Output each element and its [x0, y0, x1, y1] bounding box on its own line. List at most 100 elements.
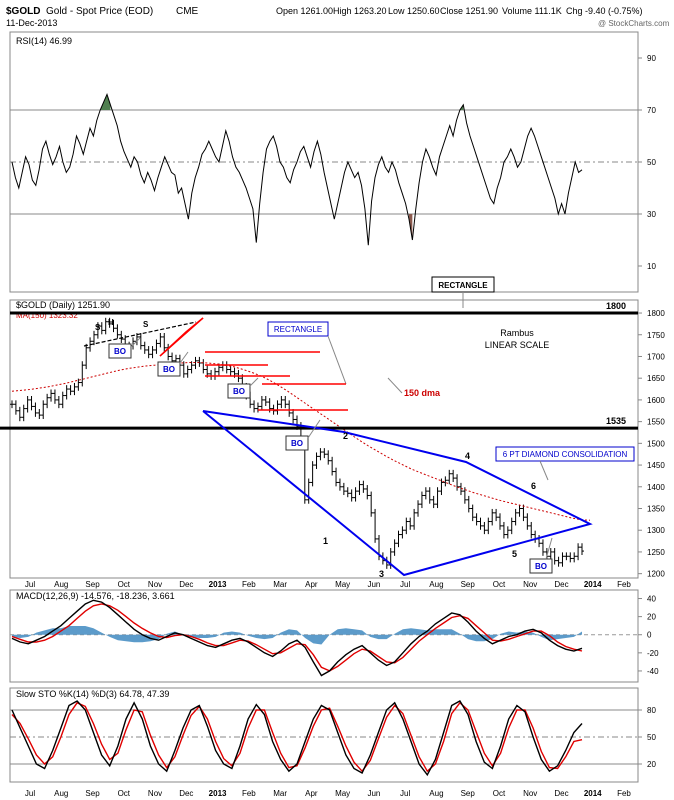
dma-label: 150 dma — [404, 388, 441, 398]
bo-callout-2: BO — [157, 351, 189, 377]
x-tick-price-3: Oct — [118, 580, 131, 589]
x-tick-price-11: Jun — [367, 580, 380, 589]
x-tick-sto-10: May — [335, 789, 350, 798]
macd-line — [11, 599, 583, 677]
bo-callout-3: BO — [227, 377, 259, 399]
x-tick-sto-6: 2013 — [209, 789, 227, 798]
svg-text:BO: BO — [233, 387, 245, 396]
y-tick-price-layer-0: 1200 — [647, 570, 665, 579]
y-tick-macd-layer-1: -20 — [647, 649, 659, 658]
point-4: 4 — [465, 451, 470, 461]
macd-panel-frame — [9, 589, 639, 683]
x-tick-price-8: Mar — [273, 580, 287, 589]
x-axis-sto: Jul Aug Sep Oct Nov Dec 2013 Feb Mar Apr May Jun Jul… — [25, 789, 632, 798]
bo-callout-4: BO — [285, 419, 321, 451]
price-plot: 1200 1250 1300 1350 1400 1450 1500 1550 1600 1650… — [10, 309, 665, 579]
x-tick-sto-18: 2014 — [584, 789, 602, 798]
hs-head: H — [108, 318, 114, 327]
x-tick-price-7: Feb — [242, 580, 256, 589]
y-tick-macd-layer-0: -40 — [647, 667, 659, 676]
point-2: 2 — [343, 431, 348, 441]
diamond-pointer — [539, 460, 549, 481]
y-tick-price-layer-8: 1600 — [647, 396, 665, 405]
x-tick-sto-17: Dec — [554, 789, 568, 798]
point-1: 1 — [323, 536, 328, 546]
header-high: High 1263.20 — [333, 6, 387, 16]
y-tick-price-layer-11: 1750 — [647, 331, 665, 340]
x-tick-sto-5: Dec — [179, 789, 193, 798]
rectangle-label: RECTANGLE — [438, 281, 488, 290]
rsi-title: RSI(14) 46.99 — [16, 36, 72, 46]
y-tick-macd-layer-3: 20 — [647, 613, 656, 622]
header-low: Low 1250.60 — [388, 6, 440, 16]
x-tick-price-16: Nov — [523, 580, 537, 589]
x-tick-price-0: Jul — [25, 580, 35, 589]
x-tick-sto-9: Apr — [305, 789, 318, 798]
diamond-box — [495, 446, 635, 462]
y-tick-sto-layer-0: 20 — [647, 760, 656, 769]
y-tick-price-layer-3: 1350 — [647, 505, 665, 514]
x-tick-sto-14: Sep — [461, 789, 476, 798]
x-tick-price-19: Feb — [617, 580, 631, 589]
x-tick-price-5: Dec — [179, 580, 193, 589]
bo-callout-1: BO — [108, 337, 141, 359]
x-tick-sto-1: Aug — [54, 789, 68, 798]
x-tick-price-10: May — [335, 580, 350, 589]
x-tick-price-15: Oct — [493, 580, 506, 589]
header-chg: Chg -9.40 (-0.75%) — [566, 6, 643, 16]
y-tick-macd-layer-2: 0 — [647, 631, 652, 640]
header-date: 11-Dec-2013 — [6, 18, 57, 28]
svg-text:BO: BO — [163, 365, 175, 374]
header-open: Open 1261.00 — [276, 6, 333, 16]
hs-right-shoulder: S — [143, 320, 149, 329]
y-tick-price-layer-1: 1250 — [647, 548, 665, 557]
x-tick-sto-12: Jul — [400, 789, 410, 798]
price-panel-frame — [9, 299, 639, 579]
x-tick-sto-8: Mar — [273, 789, 287, 798]
x-tick-price-13: Aug — [429, 580, 443, 589]
x-tick-sto-4: Nov — [148, 789, 162, 798]
sto-d-line — [11, 701, 583, 773]
x-tick-price-18: 2014 — [584, 580, 602, 589]
rambus-label: Rambus — [500, 328, 534, 338]
svg-text:BO: BO — [535, 562, 547, 571]
red-wedge-top — [159, 317, 204, 357]
y-tick-price-layer-4: 1400 — [647, 483, 665, 492]
point-5: 5 — [512, 549, 517, 559]
hs-left-shoulder: S — [95, 323, 101, 332]
level-label-1800: 1800 — [606, 301, 626, 311]
y-tick-sto-layer-1: 50 — [647, 733, 656, 742]
x-tick-sto-0: Jul — [25, 789, 35, 798]
x-tick-sto-3: Oct — [118, 789, 131, 798]
point-3: 3 — [379, 569, 384, 579]
blue-rectangle-box — [267, 321, 329, 337]
header-volume: Volume 111.1K — [502, 6, 562, 16]
blue-diamond — [202, 410, 593, 577]
y-tick-sto-layer-2: 80 — [647, 706, 656, 715]
y-tick-rsi-layer-3: 70 — [647, 106, 656, 115]
y-tick-price-layer-9: 1650 — [647, 374, 665, 383]
x-tick-price-1: Aug — [54, 580, 68, 589]
ma150-line — [11, 362, 591, 521]
sto-panel-frame — [9, 687, 639, 783]
x-tick-price-4: Nov — [148, 580, 162, 589]
rsi-line — [11, 92, 583, 246]
x-tick-price-17: Dec — [554, 580, 568, 589]
ma-label: MA(150) 1323.32 — [16, 311, 78, 320]
x-tick-sto-16: Nov — [523, 789, 537, 798]
y-tick-price-layer-5: 1450 — [647, 461, 665, 470]
x-tick-sto-13: Aug — [429, 789, 443, 798]
x-tick-sto-11: Jun — [367, 789, 380, 798]
header-exchange: CME — [176, 6, 199, 17]
watermark: @ StockCharts.com — [598, 19, 670, 28]
y-tick-price-layer-6: 1500 — [647, 439, 665, 448]
x-tick-sto-2: Sep — [85, 789, 100, 798]
x-tick-sto-19: Feb — [617, 789, 631, 798]
rsi-plot: 10 30 50 70 90 — [10, 54, 656, 271]
bo-callout-5: BO — [529, 537, 553, 574]
header-name: Gold - Spot Price (EOD) — [46, 6, 153, 17]
hs-neckline — [83, 321, 197, 347]
x-tick-price-12: Jul — [400, 580, 410, 589]
y-tick-rsi-layer-2: 50 — [647, 158, 656, 167]
